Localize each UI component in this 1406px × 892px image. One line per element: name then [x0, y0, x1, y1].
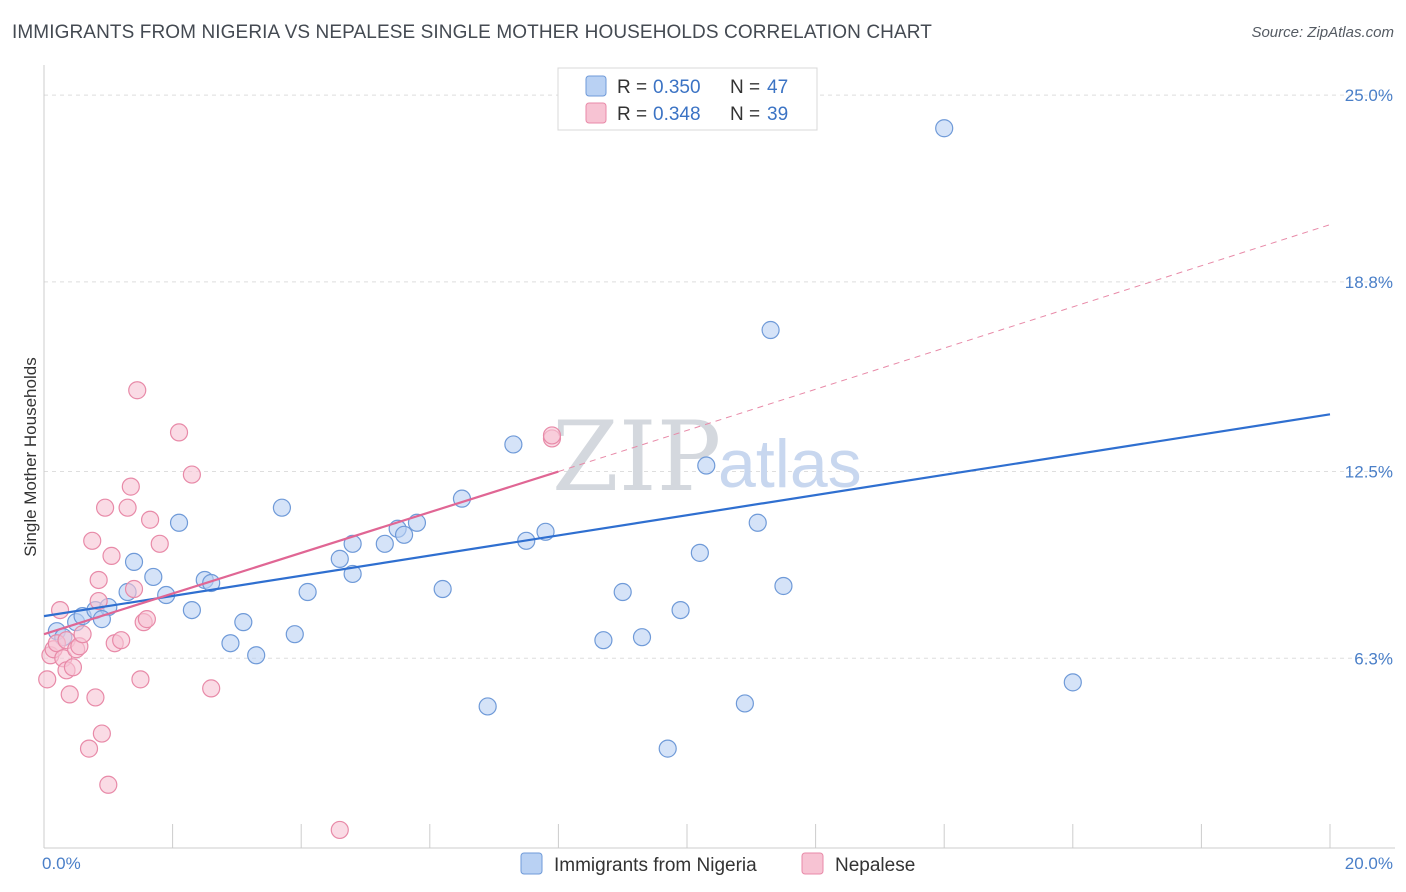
nepalese-trend-line [43, 470, 559, 636]
nigeria-point [234, 613, 253, 632]
nigeria-point [697, 456, 716, 475]
nepalese-point [150, 534, 169, 553]
nigeria-point [298, 582, 317, 602]
nepalese-point [102, 546, 121, 565]
nigeria-point [658, 739, 677, 758]
nepalese-point [99, 775, 118, 794]
nepalese-point [95, 498, 115, 517]
nigeria-point [124, 552, 144, 572]
legend-r-value-1: 0.350 [653, 77, 701, 98]
legend-n-value-1: 47 [767, 77, 788, 98]
nigeria-point [343, 564, 362, 584]
legend: R = 0.350 N = 47 R = 0.348 N = 39 [557, 67, 818, 131]
y-axis-label: Single Mother Households [21, 357, 40, 556]
bottom-legend-swatch-nigeria [520, 852, 543, 875]
nepalese-point [50, 600, 70, 620]
y-tick-label: 25.0% [1345, 86, 1393, 105]
nigeria-point [169, 513, 189, 532]
legend-swatch-nepalese [585, 102, 607, 124]
nigeria-point [632, 628, 652, 647]
nigeria-point [144, 567, 163, 587]
nigeria-point [330, 549, 349, 568]
nigeria-point [690, 543, 709, 562]
nepalese-trend-extension [558, 224, 1331, 473]
nigeria-trend-line [43, 413, 1331, 618]
nigeria-point [182, 600, 201, 620]
y-tick-label: 18.8% [1345, 273, 1393, 292]
x-tick-labels: 0.0% 20.0% [42, 854, 1393, 873]
y-tick-labels: 6.3% 12.5% 18.8% 25.0% [1345, 86, 1393, 668]
chart-title: IMMIGRANTS FROM NIGERIA VS NEPALESE SING… [12, 22, 932, 43]
nepalese-point [89, 570, 108, 590]
legend-swatch-nigeria [585, 75, 607, 97]
legend-r-label-1: R = [617, 77, 647, 98]
nigeria-point [613, 582, 632, 602]
nigeria-point [671, 600, 690, 620]
nigeria-point [935, 119, 954, 138]
nigeria-point [774, 576, 793, 596]
nigeria-point [272, 498, 292, 517]
nigeria-point [375, 534, 394, 553]
nigeria-point [247, 646, 266, 665]
nepalese-point [124, 579, 144, 599]
nepalese-point [79, 739, 99, 758]
legend-n-label-1: N = [730, 77, 760, 98]
legend-r-value-2: 0.348 [653, 104, 701, 125]
nepalese-point [112, 631, 131, 650]
nepalese-point [542, 426, 562, 445]
nigeria-point [221, 634, 240, 653]
nepalese-point [169, 423, 189, 442]
y-tick-label: 6.3% [1354, 649, 1393, 668]
nigeria-point [735, 694, 754, 713]
nigeria-point [748, 513, 767, 532]
nepalese-point [137, 610, 156, 629]
trend-lines [43, 224, 1331, 636]
nepalese-point [118, 498, 137, 517]
nigeria-point [433, 579, 452, 599]
bottom-legend-swatch-nepalese [801, 852, 824, 875]
nepalese-point [182, 465, 201, 484]
nigeria-point [478, 697, 497, 716]
nigeria-point [761, 320, 780, 340]
nepalese-point [131, 670, 150, 689]
axes [43, 65, 1395, 849]
nigeria-point [504, 435, 523, 454]
nigeria-point [1063, 673, 1082, 692]
watermark-atlas: atlas [718, 426, 862, 502]
bottom-legend: Immigrants from Nigeria Nepalese [520, 852, 915, 876]
nepalese-point [89, 591, 108, 611]
grid-lines [44, 94, 1395, 659]
nepalese-point [38, 670, 57, 689]
nepalese-point [128, 381, 147, 400]
nigeria-point [394, 525, 414, 544]
nigeria-point [343, 534, 362, 553]
nepalese-point [140, 510, 160, 529]
nepalese-point [330, 820, 349, 840]
watermark-zip: ZIP [552, 401, 721, 513]
bottom-legend-label-nigeria: Immigrants from Nigeria [554, 855, 757, 876]
legend-n-label-2: N = [730, 104, 760, 125]
source-label: Source: ZipAtlas.com [1251, 24, 1394, 41]
x-tick-label: 0.0% [42, 854, 81, 873]
data-points [38, 119, 1082, 840]
nepalese-point [73, 625, 92, 644]
nepalese-point [92, 724, 111, 743]
nepalese-point [86, 688, 105, 707]
y-tick-label: 12.5% [1345, 463, 1393, 482]
nepalese-point [60, 685, 79, 704]
nepalese-point [121, 477, 140, 496]
legend-r-label-2: R = [617, 104, 647, 125]
nepalese-point [63, 658, 83, 677]
watermark: ZIP atlas [552, 401, 862, 513]
nigeria-point [594, 631, 613, 650]
legend-n-value-2: 39 [767, 104, 788, 125]
x-tick-label: 20.0% [1345, 854, 1393, 873]
nepalese-point [83, 531, 102, 550]
nepalese-point [202, 679, 221, 698]
nigeria-point [285, 625, 304, 644]
bottom-legend-label-nepalese: Nepalese [835, 855, 915, 876]
